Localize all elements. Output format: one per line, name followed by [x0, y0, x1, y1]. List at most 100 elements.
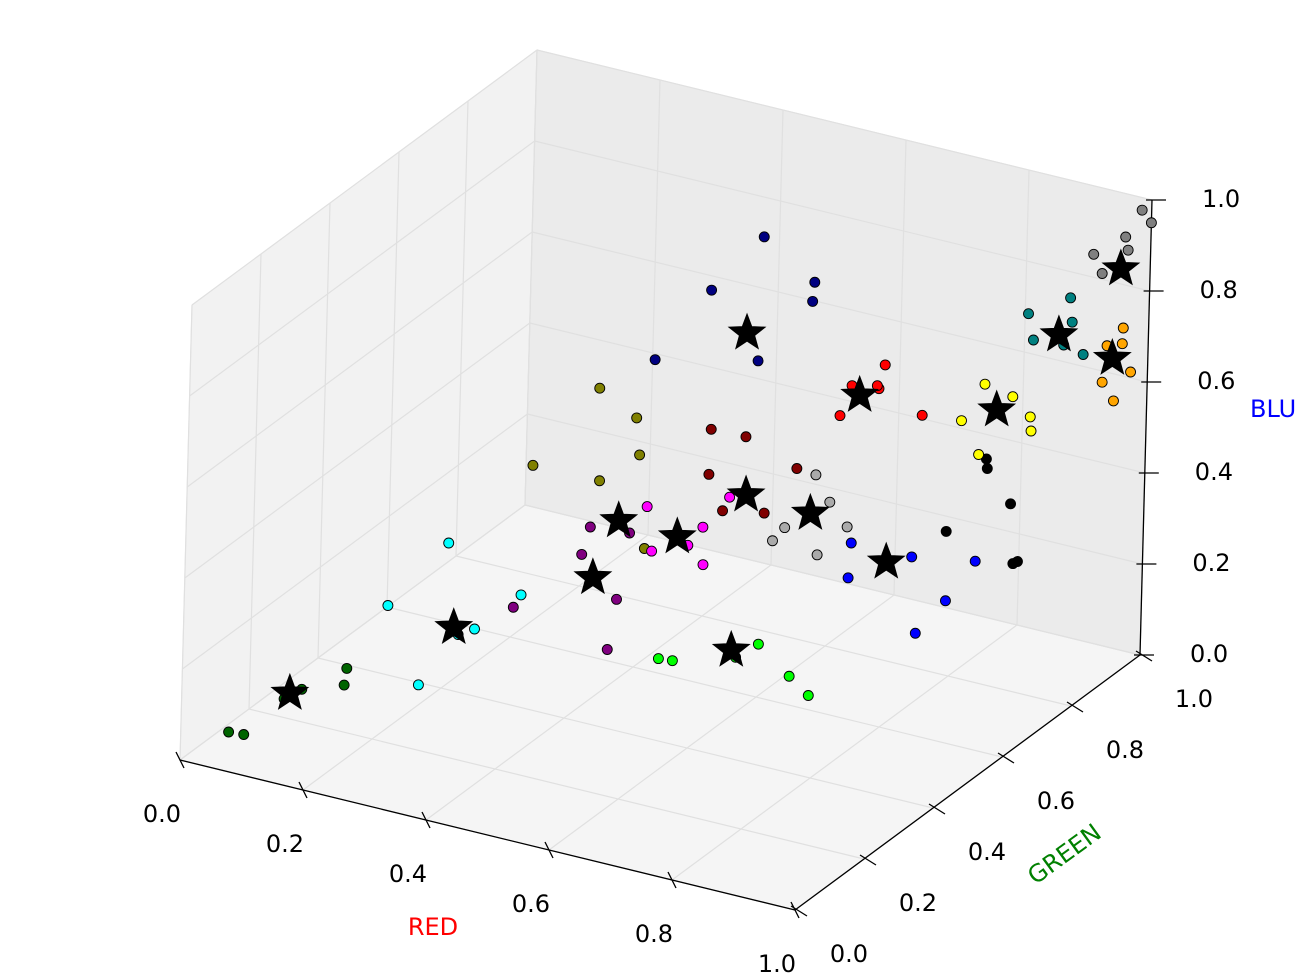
- grid-line: [189, 140, 535, 397]
- y-tick: [928, 803, 946, 815]
- z-tick-label: 1.0: [1202, 185, 1240, 213]
- point: [1024, 411, 1036, 423]
- y-axis-label: GREEN: [1022, 818, 1106, 890]
- point: [1065, 292, 1077, 304]
- z-axis-label: BLU: [1250, 395, 1296, 423]
- x-axis-label: RED: [408, 913, 458, 941]
- point: [1116, 338, 1128, 350]
- point: [706, 284, 718, 296]
- y-tick-label: 0.8: [1106, 736, 1144, 764]
- point: [594, 475, 605, 487]
- centroid-star: [434, 607, 474, 645]
- point: [1025, 425, 1037, 437]
- centroid-star: [727, 312, 767, 350]
- grid-line: [386, 151, 400, 608]
- point: [802, 690, 814, 701]
- point: [338, 679, 350, 691]
- x-tick-label: 1.0: [758, 950, 796, 975]
- point: [879, 359, 891, 371]
- grid-line: [527, 413, 1143, 565]
- point: [724, 491, 736, 503]
- grid-line: [524, 49, 538, 506]
- point: [981, 463, 993, 474]
- point: [634, 449, 646, 461]
- grid-line: [179, 304, 193, 761]
- point: [1007, 558, 1019, 570]
- x-tick: [790, 901, 800, 919]
- point: [791, 463, 803, 474]
- point: [507, 601, 519, 613]
- point: [809, 276, 821, 288]
- y-tick: [859, 854, 877, 866]
- grid-line: [770, 109, 784, 566]
- point: [1125, 366, 1137, 378]
- point: [594, 382, 606, 394]
- point: [527, 459, 539, 471]
- x-tick-label: 0.2: [266, 830, 304, 858]
- point: [717, 505, 728, 517]
- centroid-star: [573, 557, 613, 595]
- point: [871, 380, 883, 392]
- grid-line: [647, 79, 661, 536]
- point: [631, 412, 643, 424]
- point: [223, 726, 235, 738]
- x-tick-label: 0.6: [512, 890, 550, 918]
- point: [469, 623, 480, 635]
- point: [1120, 231, 1132, 243]
- point: [697, 521, 709, 533]
- point: [649, 354, 661, 366]
- grid-line: [893, 139, 907, 596]
- point: [1107, 395, 1119, 407]
- point: [1027, 334, 1039, 346]
- x-tick: [421, 811, 431, 829]
- point: [940, 525, 952, 537]
- point: [906, 551, 918, 563]
- point: [767, 535, 778, 547]
- grid-line: [386, 606, 1003, 758]
- point: [758, 507, 770, 519]
- y-axis: [794, 654, 1141, 911]
- point: [1023, 308, 1034, 320]
- grid-line: [191, 49, 538, 306]
- point: [807, 295, 819, 307]
- centroid-star: [840, 374, 880, 412]
- point: [641, 501, 653, 513]
- y-tick-label: 0.2: [899, 889, 937, 917]
- point: [584, 521, 596, 533]
- point: [412, 679, 424, 691]
- z-tick-label: 0.8: [1200, 276, 1238, 304]
- point: [1005, 498, 1016, 510]
- point: [842, 572, 854, 584]
- point: [443, 537, 455, 549]
- y-tick-label: 0.0: [830, 940, 868, 968]
- y-tick-label: 1.0: [1175, 685, 1213, 713]
- x-tick-label: 0.0: [143, 800, 181, 828]
- point: [515, 589, 527, 601]
- point: [779, 522, 791, 534]
- centroid-star: [657, 516, 697, 554]
- point: [940, 595, 951, 607]
- point: [1136, 204, 1148, 216]
- point: [576, 548, 588, 560]
- z-tick-label: 0.4: [1195, 458, 1233, 486]
- point: [841, 521, 853, 533]
- point: [758, 231, 770, 243]
- point: [703, 468, 715, 480]
- point: [1122, 244, 1134, 256]
- centroid-star: [977, 389, 1017, 427]
- point: [979, 378, 991, 390]
- point: [382, 600, 394, 611]
- x-tick: [298, 781, 308, 799]
- point: [956, 415, 967, 427]
- x-tick-label: 0.4: [389, 860, 427, 888]
- z-tick-label: 0.6: [1197, 367, 1235, 395]
- y-tick: [1135, 650, 1153, 662]
- grid-line: [179, 504, 526, 761]
- point: [666, 655, 678, 667]
- grid-line: [534, 140, 1150, 292]
- point: [1088, 248, 1100, 260]
- point: [1145, 217, 1157, 229]
- point: [845, 537, 857, 549]
- grid-line: [184, 322, 531, 579]
